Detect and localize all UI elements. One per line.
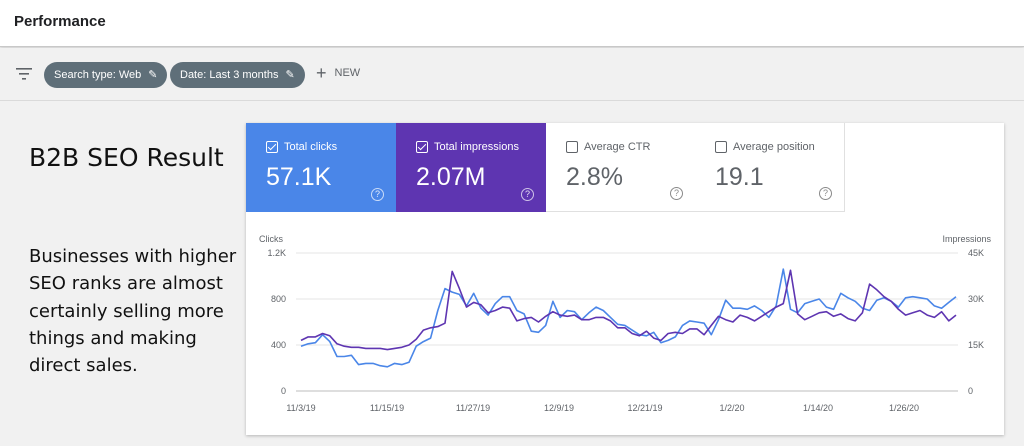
page-title: Performance [14, 13, 106, 30]
new-filter-button[interactable]: + NEW [316, 63, 361, 83]
right-tick-label: 45K [968, 248, 984, 258]
metric-label: Total impressions [434, 141, 519, 153]
metric-total-impressions[interactable]: Total impressions 2.07M ? [396, 123, 546, 212]
left-tick-label: 0 [281, 386, 286, 396]
search-type-chip-label: Search type: Web [54, 69, 142, 81]
overlay-body-text: Businesses with higher SEO ranks are alm… [29, 246, 237, 377]
x-tick-label: 11/3/19 [286, 403, 315, 413]
new-filter-label: NEW [334, 67, 361, 79]
overlay-headline: B2B SEO Result [29, 143, 224, 172]
metric-value: 2.07M [416, 163, 486, 191]
metric-label: Total clicks [284, 141, 338, 153]
x-tick-label: 1/2/20 [719, 403, 744, 413]
edit-pencil-icon: ✎ [148, 69, 158, 81]
left-tick-label: 400 [271, 340, 286, 350]
checkbox-checked-icon[interactable] [416, 141, 428, 153]
metric-average-position[interactable]: Average position 19.1 ? [695, 123, 845, 212]
checkbox-unchecked-icon[interactable] [566, 141, 578, 153]
right-tick-label: 30K [968, 294, 984, 304]
search-type-chip[interactable]: Search type: Web ✎ [44, 62, 168, 88]
metric-label: Average CTR [584, 141, 651, 153]
metric-label: Average position [733, 141, 815, 153]
x-tick-label: 12/9/19 [544, 403, 574, 413]
metric-value: 57.1K [266, 163, 332, 191]
date-range-chip[interactable]: Date: Last 3 months ✎ [170, 62, 305, 88]
x-tick-label: 11/15/19 [370, 403, 404, 413]
x-tick-label: 1/26/20 [889, 403, 919, 413]
x-tick-label: 1/14/20 [803, 403, 833, 413]
top-app-bar: Performance [0, 0, 1024, 47]
help-icon[interactable]: ? [819, 187, 832, 200]
help-icon[interactable]: ? [670, 187, 683, 200]
left-tick-label: 800 [271, 294, 286, 304]
checkbox-checked-icon[interactable] [266, 141, 278, 153]
performance-line-chart[interactable]: Clicks Impressions 0 0 400 15K 800 30K 1.2K 45K… [246, 123, 1004, 435]
x-tick-label: 12/21/19 [627, 403, 662, 413]
x-tick-label: 11/27/19 [456, 403, 490, 413]
help-icon[interactable]: ? [371, 188, 384, 201]
filter-bar: Search type: Web ✎ Date: Last 3 months ✎ [0, 48, 1024, 101]
series-line-total-impressions[interactable] [300, 269, 957, 351]
right-tick-label: 15K [968, 340, 984, 350]
left-tick-label: 1.2K [267, 248, 286, 258]
right-axis-label: Impressions [942, 234, 991, 244]
metric-total-clicks[interactable]: Total clicks 57.1K ? [246, 123, 396, 212]
metric-value: 19.1 [715, 163, 764, 191]
left-axis-label: Clicks [259, 234, 283, 244]
performance-card: Total clicks 57.1K ? Total impressions 2… [246, 123, 1004, 435]
edit-pencil-icon: ✎ [285, 69, 295, 81]
right-tick-label: 0 [968, 386, 973, 396]
metric-value: 2.8% [566, 163, 623, 191]
checkbox-unchecked-icon[interactable] [715, 141, 727, 153]
filter-icon[interactable] [16, 68, 32, 80]
plus-icon: + [316, 63, 327, 83]
help-icon[interactable]: ? [521, 188, 534, 201]
series-line-total-clicks[interactable] [300, 268, 957, 368]
date-range-chip-label: Date: Last 3 months [180, 69, 279, 81]
